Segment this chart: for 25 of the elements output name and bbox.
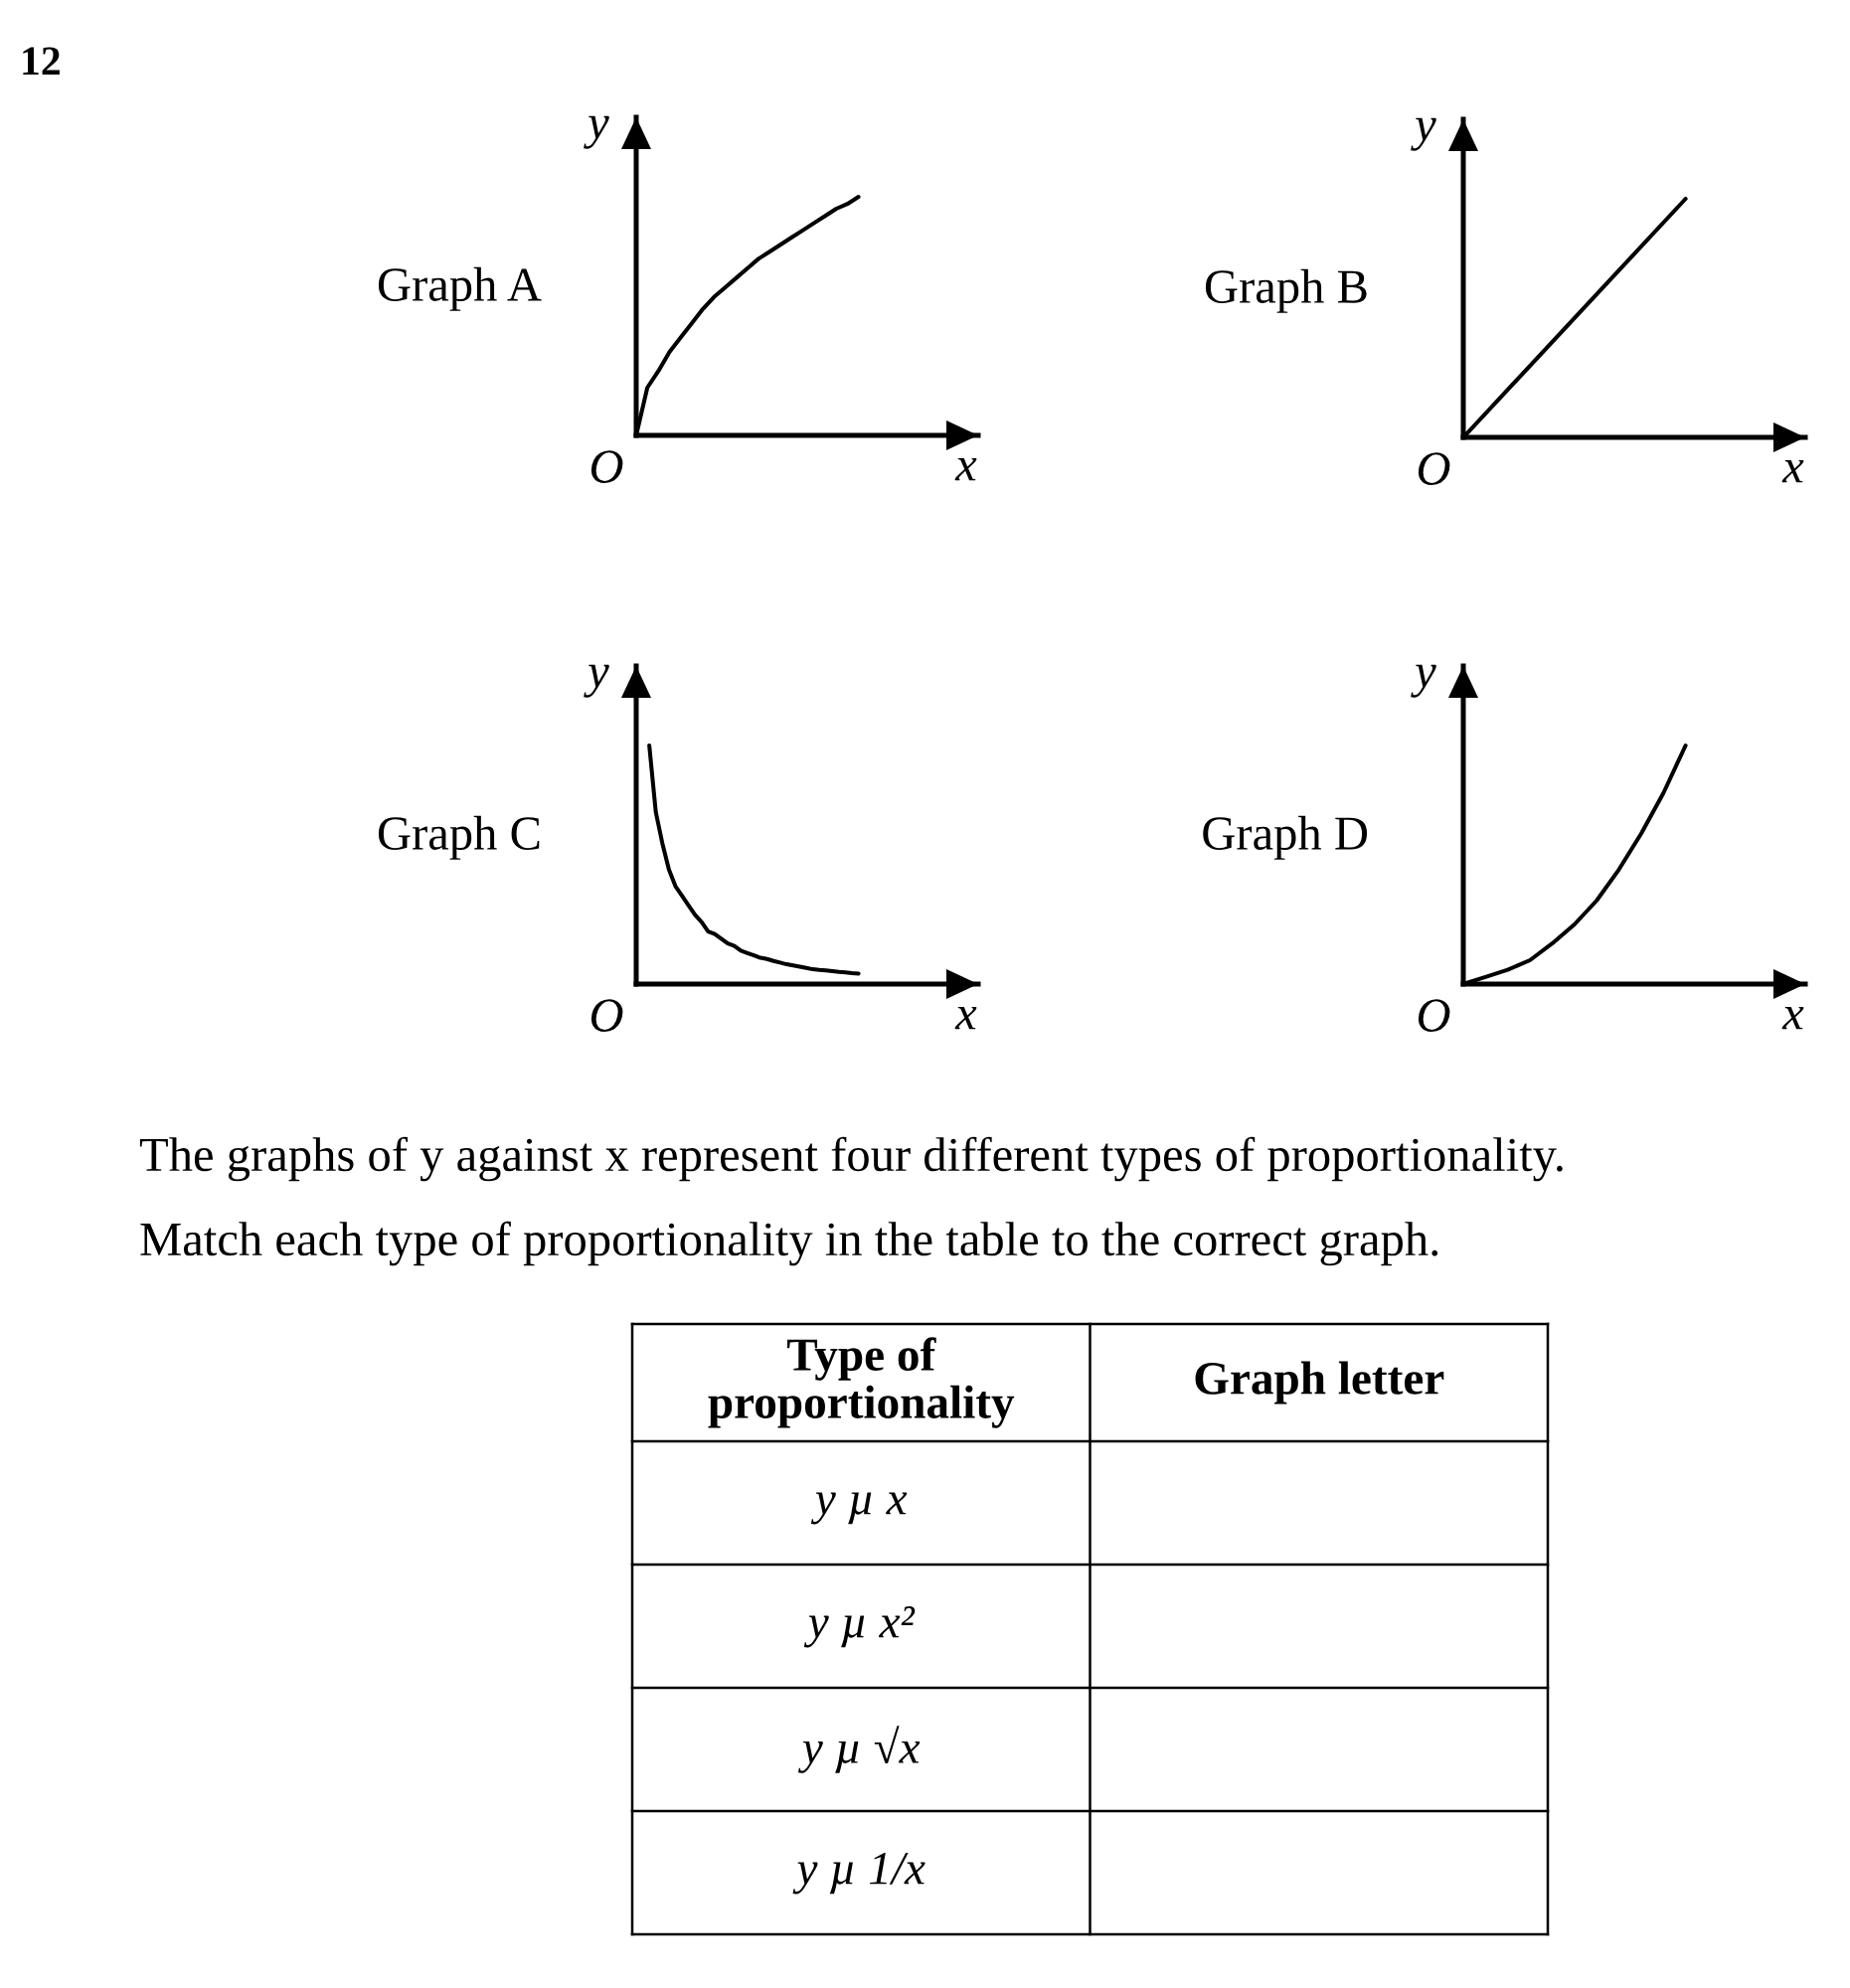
category-label: y µ x: [810, 1492, 908, 1525]
x-axis-title: x: [1781, 459, 1804, 483]
text: Graph C: [378, 815, 540, 860]
x-axis-title: x: [954, 457, 977, 481]
category-label: y µ √x: [797, 1726, 921, 1773]
text: Graph B: [1205, 268, 1367, 313]
y-axis-title: y: [1411, 117, 1436, 151]
text: Match each type of proportionality in the table to the correct graph.: [140, 1221, 1438, 1266]
text: The graphs of y against x represent four different types of proportionality.: [139, 1136, 1563, 1182]
y-axis-title: y: [584, 115, 609, 149]
text: Graph A: [378, 266, 542, 311]
y-axis-title: y: [1411, 664, 1436, 698]
text: O: [590, 999, 623, 1033]
category-label: y µ x²: [803, 1606, 916, 1648]
category-label: Type of proportionality: [708, 1337, 1015, 1428]
text: O: [1418, 452, 1450, 486]
text: O: [1418, 999, 1450, 1033]
category-label: Graph letter: [1195, 1361, 1444, 1405]
y-axis-title: y: [584, 664, 609, 698]
text: Graph D: [1203, 815, 1368, 860]
x-axis-title: x: [954, 1006, 977, 1030]
category-label: y µ 1/x: [792, 1853, 925, 1895]
x-axis-title: x: [1781, 1006, 1804, 1030]
text: 12: [23, 47, 60, 76]
text: O: [590, 450, 623, 484]
